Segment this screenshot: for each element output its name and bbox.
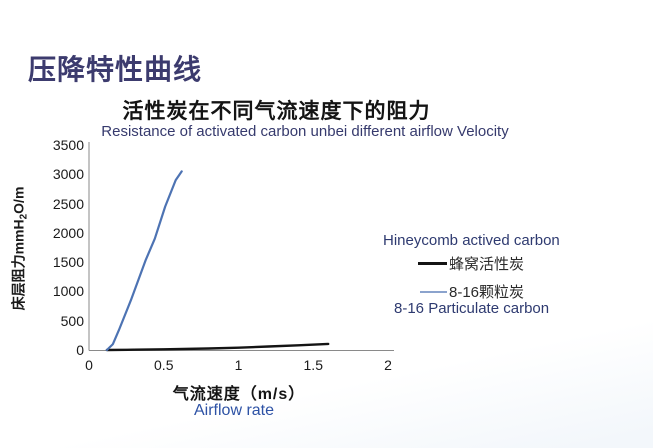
series-line xyxy=(105,170,183,352)
y-tick-label: 3000 xyxy=(52,166,84,183)
x-tick-label: 0 xyxy=(85,357,93,373)
legend-honeycomb-label-en: Hineycomb actived carbon xyxy=(383,232,560,249)
y-axis-title-rest: O/m xyxy=(10,186,27,214)
x-tick-label: 1 xyxy=(234,357,243,373)
series-line xyxy=(105,342,330,352)
chart-title-zh: 活性炭在不同气流速度下的阻力 xyxy=(122,99,431,123)
x-tick-label: 2 xyxy=(384,357,392,373)
slide-title: 压降特性曲线 xyxy=(28,54,203,85)
y-tick-label: 500 xyxy=(60,312,84,329)
legend-particulate-label-en: 8-16 Particulate carbon xyxy=(394,300,550,317)
x-axis-title-zh: 气流速度（m/s） xyxy=(172,386,306,403)
y-tick-label: 1500 xyxy=(52,254,84,271)
y-axis-title-subscript: 2 xyxy=(18,213,30,220)
y-tick-label: 1000 xyxy=(52,283,84,300)
particulate-line-swatch-icon xyxy=(420,290,447,293)
y-tick-label: 2500 xyxy=(52,195,84,212)
legend-item-honeycomb: 蜂窝活性炭 xyxy=(418,253,524,274)
y-tick-label: 3500 xyxy=(52,137,84,153)
honeycomb-line-swatch-icon xyxy=(418,262,447,265)
y-tick-label: 2000 xyxy=(52,224,84,241)
legend-honeycomb-label-zh: 蜂窝活性炭 xyxy=(449,256,525,273)
x-axis-title-en: Airflow rate xyxy=(193,402,275,419)
y-axis-title: 床层阻力mmH2O/m xyxy=(9,164,30,334)
y-tick-label: 0 xyxy=(76,342,84,358)
chart-title-en: Resistance of activated carbon unbei dif… xyxy=(101,123,509,140)
x-tick-label: 1.5 xyxy=(303,357,323,373)
y-axis-title-main: 床层阻力mmH xyxy=(10,219,27,311)
legend-particulate-label-zh: 8-16颗粒炭 xyxy=(449,284,525,301)
legend-item-particulate: 8-16颗粒炭 xyxy=(420,281,524,302)
x-tick-label: 0.5 xyxy=(154,357,174,373)
